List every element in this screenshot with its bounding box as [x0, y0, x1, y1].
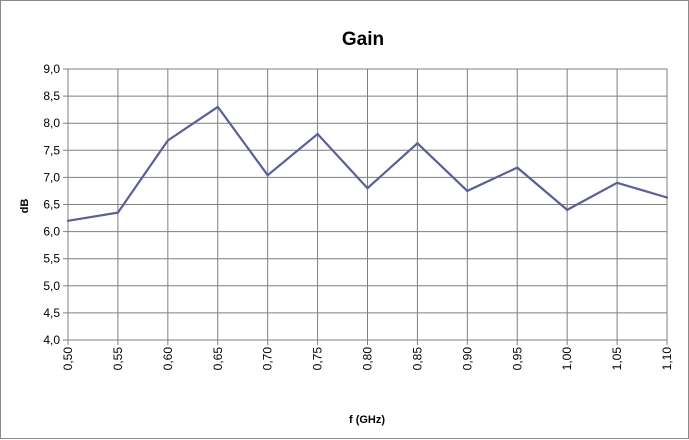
gain-data-point: [266, 174, 269, 177]
y-tick-label: 6,0: [43, 225, 60, 239]
gain-data-point: [366, 187, 369, 190]
x-axis-ticks: 0,50 0,55 0,60 0,65 0,70 0,75 0,80 0,85 0,90 0,95…: [61, 340, 674, 370]
gain-data-point: [665, 196, 669, 199]
x-tick-label: 0,50: [61, 347, 75, 371]
y-tick-label: 7,0: [43, 170, 60, 184]
x-tick-label: 0,70: [261, 347, 275, 371]
gain-data-point: [416, 142, 419, 145]
y-tick-label: 8,0: [43, 116, 60, 130]
y-tick-label: 6,5: [43, 198, 60, 212]
y-tick-label: 8,5: [43, 89, 60, 103]
x-tick-label: 1,00: [560, 347, 574, 371]
x-tick-label: 0,60: [161, 347, 175, 371]
x-tick-label: 0,75: [311, 347, 325, 371]
y-tick-label: 5,0: [43, 279, 60, 293]
x-tick-label: 1,05: [610, 347, 624, 371]
chart-title: Gain: [342, 29, 384, 50]
y-tick-label: 5,5: [43, 252, 60, 266]
gain-data-point: [116, 211, 120, 214]
x-tick-label: 0,80: [361, 347, 375, 371]
x-tick-label: 0,95: [510, 347, 524, 371]
gain-data-point: [566, 208, 569, 212]
x-tick-label: 0,55: [111, 347, 125, 371]
y-axis-ticks: 4,0 4,5 5,0 5,5 6,0 6,5 7,0 7,5 8,0 8,5 9,0: [43, 62, 68, 347]
gain-data-point: [66, 219, 70, 222]
y-axis-title: dB: [19, 199, 31, 214]
x-tick-label: 1,10: [660, 347, 674, 371]
gain-data-point: [166, 139, 169, 142]
y-tick-label: 4,5: [43, 306, 60, 320]
y-tick-label: 4,0: [43, 333, 60, 347]
gain-data-point: [216, 105, 219, 109]
y-tick-label: 9,0: [43, 62, 60, 76]
x-axis-title: f (GHz): [349, 414, 385, 426]
gain-data-point: [615, 181, 619, 184]
gain-data-point: [466, 189, 469, 193]
x-tick-label: 0,90: [460, 347, 474, 371]
y-tick-label: 7,5: [43, 143, 60, 157]
gain-data-point: [316, 132, 319, 136]
x-tick-label: 0,85: [410, 347, 424, 371]
series-layer: [66, 105, 669, 222]
x-tick-label: 0,65: [211, 347, 225, 371]
gain-data-point: [516, 166, 519, 169]
